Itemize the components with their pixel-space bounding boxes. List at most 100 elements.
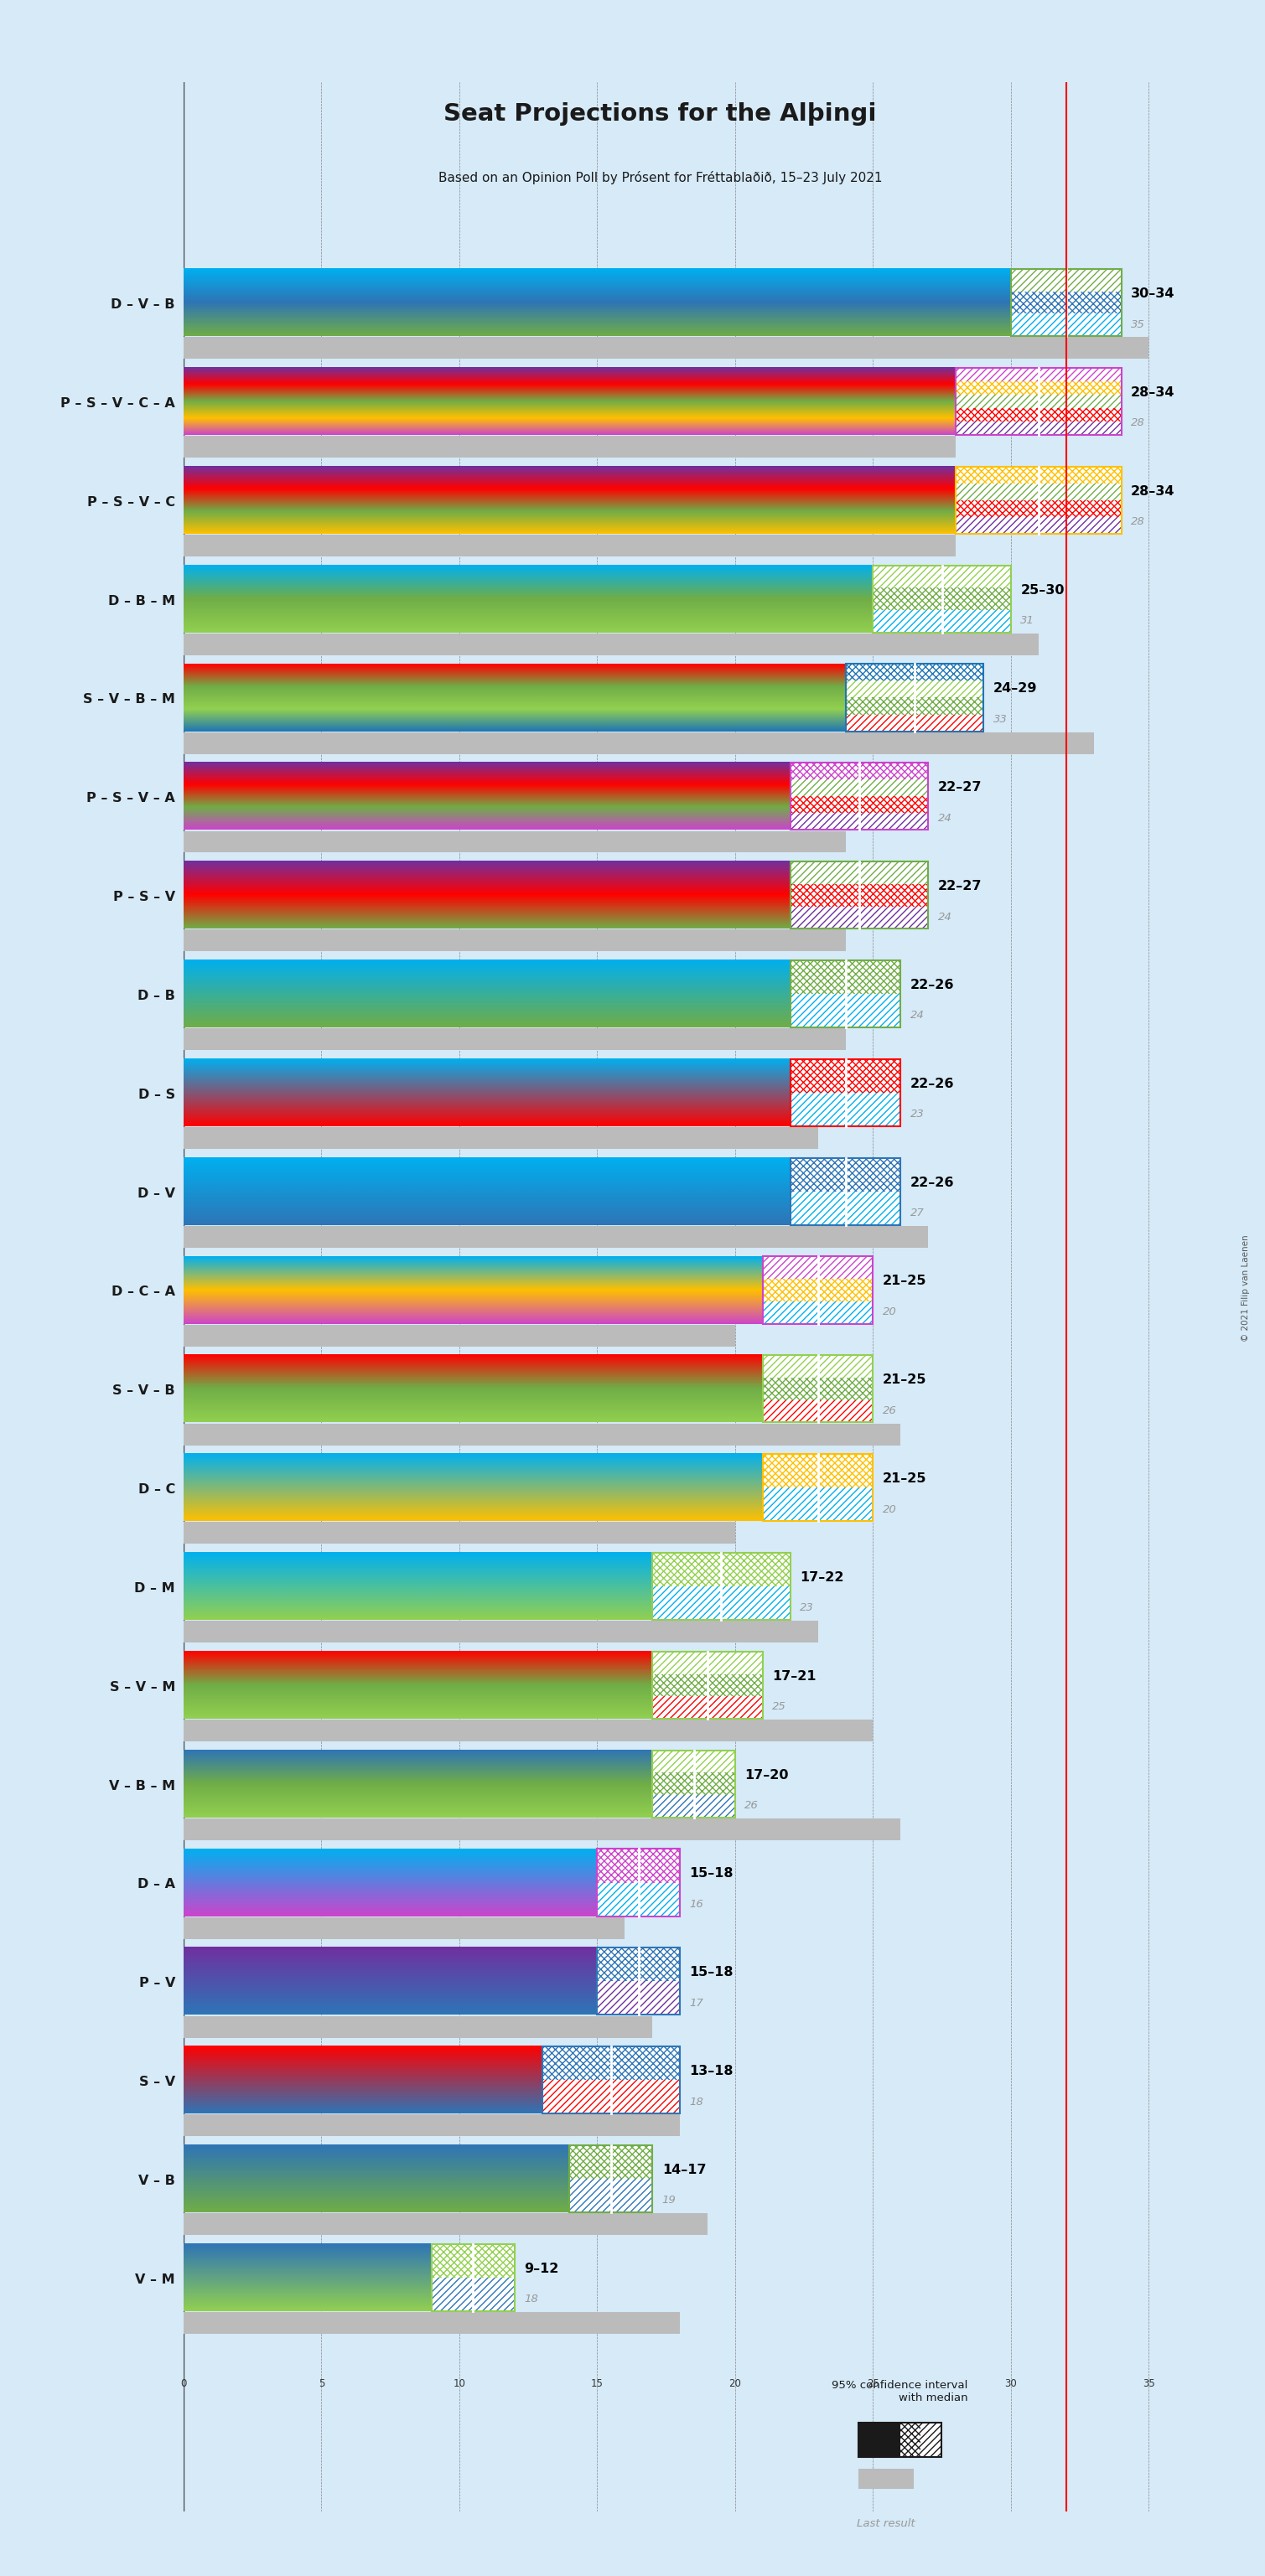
Bar [431,2277,515,2311]
Text: 17: 17 [689,1996,703,2009]
Bar [653,1587,791,1620]
Bar [1011,268,1121,337]
Bar [791,1157,901,1226]
Text: 17–22: 17–22 [799,1571,844,1584]
Bar [653,1749,735,1819]
Bar [956,368,1121,381]
Text: 24: 24 [911,1010,925,1020]
Bar [541,2079,681,2115]
Bar [956,500,1121,518]
Bar [845,714,983,732]
Bar [541,2045,681,2079]
Bar [183,1620,818,1643]
Bar [763,1453,873,1522]
Bar [956,518,1121,533]
Text: 18: 18 [524,2293,538,2306]
Bar [183,832,845,853]
Bar [763,1257,873,1324]
Text: P – S – V: P – S – V [113,891,175,904]
Bar [653,1695,763,1718]
Bar [569,2179,653,2213]
Bar [569,2146,653,2179]
Bar [183,1721,873,1741]
Text: 30–34: 30–34 [1131,289,1175,299]
Bar [183,1226,929,1247]
Text: 21–25: 21–25 [883,1373,927,1386]
Bar [763,1453,873,1486]
Text: 28: 28 [1131,417,1145,428]
Text: 0: 0 [181,2378,186,2388]
Bar [956,518,1121,533]
Bar [956,466,1121,484]
Bar [873,564,1011,587]
Text: 26: 26 [745,1801,759,1811]
Bar [791,762,929,781]
Text: 13–18: 13–18 [689,2066,734,2076]
Bar [183,634,1039,654]
Bar [956,422,1121,435]
Bar [653,1553,791,1587]
Bar [183,1425,901,1445]
Bar [791,1157,901,1190]
Text: 35: 35 [1131,319,1145,330]
Text: S – V: S – V [139,2076,175,2089]
Bar [791,1092,901,1126]
Bar [763,1486,873,1522]
Text: 25: 25 [773,1700,787,1713]
Text: 17–21: 17–21 [773,1669,816,1682]
Text: 28: 28 [1131,515,1145,528]
Bar [791,907,929,930]
Bar [569,2146,653,2179]
Bar [597,1883,681,1917]
Bar [597,1947,681,2014]
Bar [1011,314,1121,337]
Text: D – B – M: D – B – M [108,595,175,608]
Bar [763,1486,873,1522]
Bar [653,1674,763,1695]
Bar [763,1453,873,1486]
Text: 20: 20 [883,1504,897,1515]
Text: 25: 25 [867,2378,879,2388]
Bar [791,781,929,796]
Text: D – M: D – M [134,1582,175,1595]
Bar [431,2277,515,2311]
Bar [183,1917,625,1940]
Text: 15–18: 15–18 [689,1965,734,1978]
Bar [1011,291,1121,314]
Bar [183,1128,818,1149]
Bar [791,1157,901,1190]
Bar [653,1651,763,1718]
Text: 10: 10 [453,2378,466,2388]
Text: V – M: V – M [135,2272,175,2285]
Bar [1011,314,1121,337]
Bar [845,665,983,680]
Bar [541,2045,681,2079]
Bar [791,762,929,829]
Bar [183,1324,735,1347]
Bar [183,1028,845,1051]
Bar [791,884,929,907]
Bar [845,714,983,732]
Bar [1011,268,1121,291]
Bar [763,1399,873,1422]
Bar [183,337,1149,358]
Text: 27: 27 [911,1208,925,1218]
Text: 23: 23 [911,1108,925,1121]
Text: 22–27: 22–27 [937,781,982,793]
Text: 33: 33 [993,714,1007,724]
Bar [763,1378,873,1399]
Bar [597,1947,681,1981]
Bar [873,611,1011,634]
Bar [653,1674,763,1695]
Bar [956,368,1121,435]
Bar [183,930,845,951]
Bar [791,1059,901,1092]
Bar [791,1059,901,1126]
Text: 22–26: 22–26 [911,1177,954,1188]
Bar [791,814,929,829]
Bar [597,1981,681,2014]
Bar [956,394,1121,407]
Bar [791,814,929,829]
Bar [763,1257,873,1278]
Bar [763,1355,873,1378]
